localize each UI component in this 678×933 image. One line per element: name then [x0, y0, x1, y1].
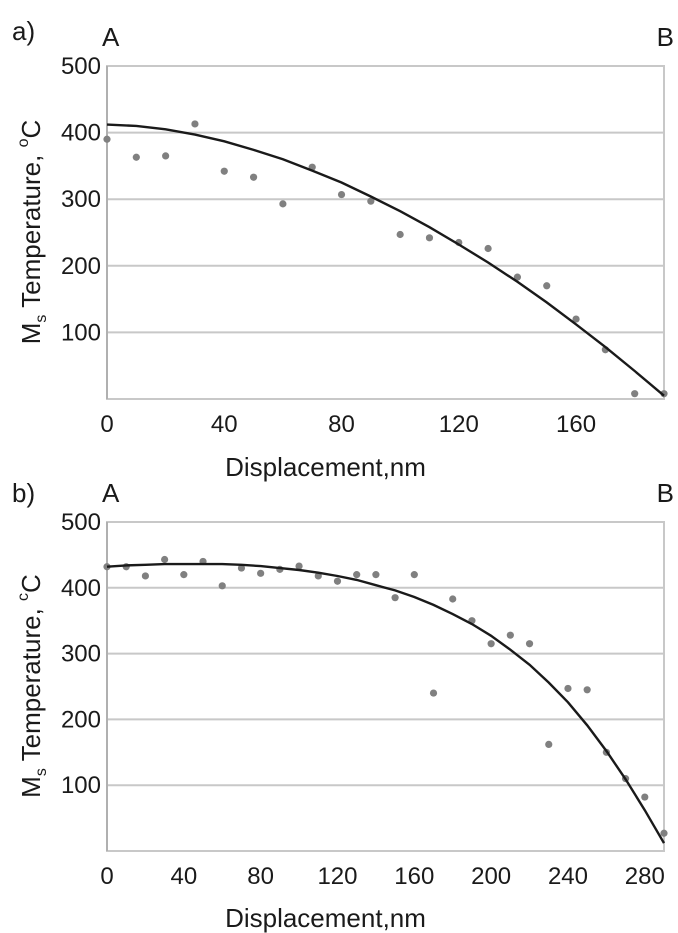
data-point [218, 582, 226, 590]
data-point [295, 562, 303, 570]
y-axis-title-rest: Temperature, [16, 601, 46, 768]
data-point [162, 152, 170, 160]
data-point [180, 571, 188, 579]
x-tick-label: 160 [556, 411, 596, 438]
corner-label-left: A [102, 22, 120, 52]
data-point [513, 273, 522, 281]
data-point [333, 577, 342, 585]
y-axis-title-main: M [16, 323, 46, 345]
data-point [249, 173, 258, 181]
x-tick-label: 120 [317, 863, 357, 890]
data-point [372, 571, 380, 579]
panel-label: b) [12, 478, 35, 508]
data-point [429, 689, 438, 697]
data-point [279, 200, 287, 208]
panel-label: a) [12, 16, 35, 46]
data-point [543, 282, 551, 290]
data-point [484, 244, 492, 253]
data-point [396, 230, 404, 239]
data-point [545, 740, 553, 749]
y-axis-title-main: M [16, 776, 46, 798]
data-point [641, 793, 649, 801]
x-tick-label: 160 [394, 863, 434, 890]
y-tick-label: 400 [61, 575, 101, 602]
data-point [367, 197, 375, 205]
chart-panel-a: 100 200 300 400 500 0 40 80 120 160 Displacement,n… [12, 16, 674, 482]
y-tick-label: 300 [61, 186, 101, 213]
y-tick-label: 100 [61, 772, 101, 799]
data-point [564, 684, 572, 693]
y-axis-title: Ms Temperature, cC [15, 574, 50, 798]
y-axis-title: Ms Temperature, oC [15, 120, 50, 345]
data-point [410, 571, 418, 579]
data-point [425, 234, 434, 242]
y-tick-label: 200 [61, 253, 101, 280]
corner-label-right: B [657, 478, 674, 508]
y-tick-label: 100 [61, 319, 101, 346]
y-tick-label: 300 [61, 641, 101, 668]
chart-panel-b: 100 200 300 400 500 0 40 80 120 160 200 240 280 Displ… [12, 478, 674, 933]
x-tick-label: 40 [170, 863, 197, 890]
data-point [583, 686, 591, 694]
data-point [449, 595, 457, 603]
data-point [353, 571, 361, 579]
x-tick-label: 120 [439, 411, 479, 438]
data-point [525, 640, 534, 648]
y-axis-title-sub: s [33, 315, 50, 323]
data-point [631, 390, 639, 398]
data-point [337, 190, 346, 199]
x-tick-label: 40 [211, 411, 238, 438]
data-point [132, 153, 140, 161]
x-tick-label: 0 [100, 411, 113, 438]
x-tick-label: 80 [328, 411, 355, 438]
x-tick-label: 0 [100, 863, 113, 890]
data-point [220, 167, 228, 175]
y-tick-label: 500 [61, 53, 101, 80]
y-axis-title-sub: s [33, 768, 50, 776]
y-axis-title-sup: c [15, 593, 32, 601]
y-tick-label: 500 [61, 509, 101, 536]
corner-label-left: A [102, 478, 120, 508]
y-axis-title-rest: Temperature, [16, 147, 46, 314]
data-point [572, 315, 580, 323]
data-point [487, 640, 495, 648]
y-axis-title-unit: C [16, 574, 46, 593]
data-point [237, 564, 246, 572]
plot-frame [106, 65, 665, 400]
data-point [257, 569, 265, 577]
data-point [103, 563, 111, 571]
data-point [161, 555, 169, 564]
data-point [506, 631, 514, 639]
x-tick-label: 280 [625, 863, 665, 890]
y-axis-title-sup: o [15, 138, 32, 147]
x-tick-label: 200 [471, 863, 511, 890]
x-tick-label: 80 [247, 863, 274, 890]
y-tick-label: 200 [61, 706, 101, 733]
corner-label-right: B [657, 22, 674, 52]
data-point [191, 120, 199, 128]
x-axis-title: Displacement,nm [225, 903, 426, 933]
fit-curve [106, 123, 665, 397]
data-point [141, 572, 150, 580]
data-point [391, 594, 399, 602]
plot-frame [106, 521, 665, 852]
x-tick-label: 240 [548, 863, 588, 890]
data-point [660, 829, 668, 837]
x-axis-title: Displacement,nm [225, 452, 426, 482]
fit-curve [106, 562, 666, 844]
data-point [103, 135, 111, 143]
y-tick-label: 400 [61, 120, 101, 147]
y-axis-title-unit: C [16, 120, 46, 139]
